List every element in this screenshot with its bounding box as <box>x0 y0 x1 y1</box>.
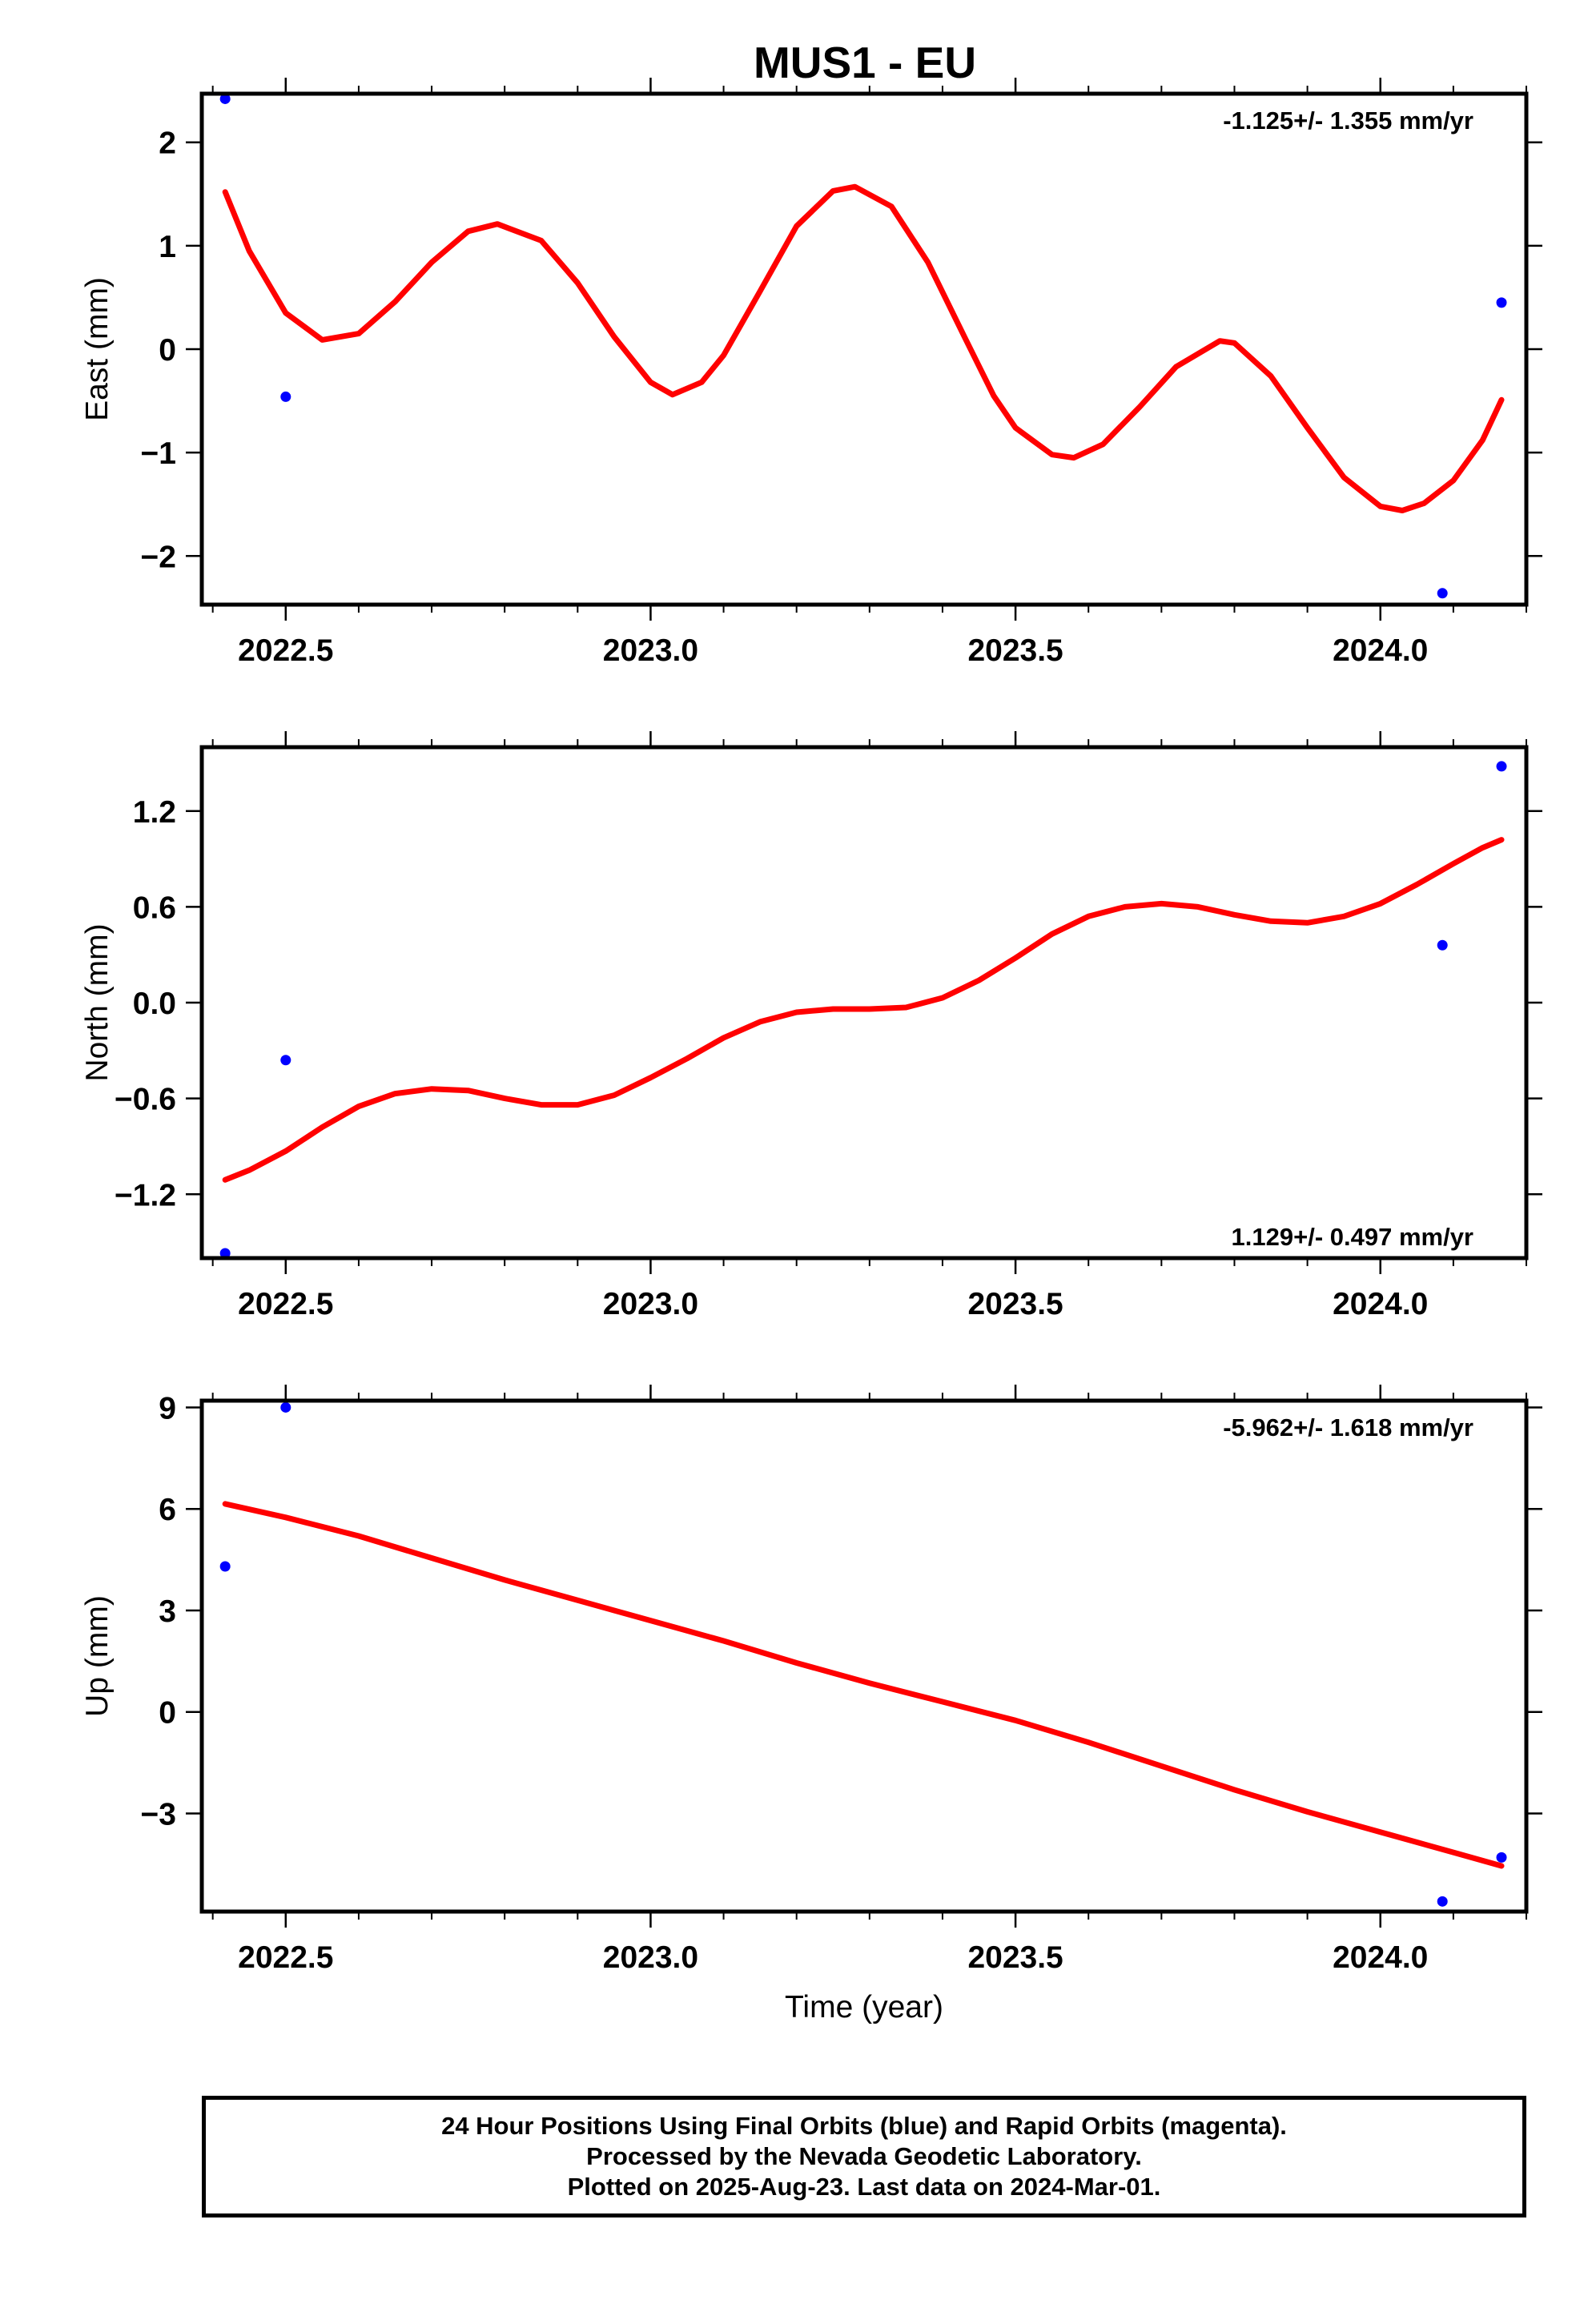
y-tick-label: 6 <box>159 1493 176 1527</box>
x-tick-label: 2024.0 <box>1333 633 1428 668</box>
x-tick-label: 2023.5 <box>967 633 1063 668</box>
y-tick-label: 1 <box>159 230 176 264</box>
fit-curve <box>222 1501 1505 1869</box>
footer-line-3: Plotted on 2025-Aug-23. Last data on 202… <box>567 2173 1161 2201</box>
y-tick-label: −1 <box>141 436 176 471</box>
y-tick-label: 2 <box>159 127 176 161</box>
y-axis-label: North (mm) <box>80 923 115 1081</box>
data-point <box>219 1561 231 1572</box>
data-point <box>280 391 291 402</box>
panel-up: 2022.5 2023.0 2023.5 2024.0 9 6 3 0 −3 Up (mm) Tim… <box>80 1385 1542 2024</box>
y-tick-label: 0.6 <box>133 891 176 925</box>
x-axis-label: Time (year) <box>785 1990 943 2024</box>
y-tick-label: 0 <box>159 1696 176 1731</box>
plot-frame <box>199 1398 1529 1914</box>
rate-label: 1.129+/- 0.497 mm/yr <box>1232 1223 1473 1251</box>
y-tick-label: 0 <box>159 333 176 368</box>
data-point <box>1496 1852 1507 1863</box>
data-point <box>1496 761 1507 772</box>
plot-frame <box>199 91 1529 607</box>
chart-title: MUS1 - EU <box>754 38 976 87</box>
y-tick-label: 1.2 <box>133 795 176 830</box>
rate-label: -5.962+/- 1.618 mm/yr <box>1223 1413 1473 1441</box>
footer-caption-box: 24 Hour Positions Using Final Orbits (bl… <box>202 2096 1526 2217</box>
x-tick-label: 2023.0 <box>603 633 698 668</box>
data-point <box>1437 588 1448 599</box>
x-tick-label: 2024.0 <box>1333 1287 1428 1321</box>
x-tick-label: 2024.0 <box>1333 1940 1428 1975</box>
data-point <box>280 1401 291 1413</box>
y-axis-label: East (mm) <box>80 277 115 421</box>
fit-curve <box>222 183 1505 513</box>
y-tick-label: −3 <box>141 1797 176 1831</box>
data-point <box>1496 297 1507 308</box>
rate-label: -1.125+/- 1.355 mm/yr <box>1223 107 1473 135</box>
y-axis-label: Up (mm) <box>80 1595 115 1717</box>
data-point <box>280 1055 291 1066</box>
x-tick-label: 2022.5 <box>238 1287 333 1321</box>
x-tick-label: 2022.5 <box>238 633 333 668</box>
footer-line-1: 24 Hour Positions Using Final Orbits (bl… <box>441 2112 1287 2140</box>
panel-east: 2022.5 2023.0 2023.5 2024.0 2 1 0 −1 −2 East (mm)… <box>80 78 1542 668</box>
y-tick-label: −1.2 <box>115 1178 176 1212</box>
plot-frame <box>199 745 1529 1261</box>
x-tick-label: 2022.5 <box>238 1940 333 1975</box>
x-tick-label: 2023.0 <box>603 1287 698 1321</box>
y-tick-label: −2 <box>141 540 176 574</box>
y-tick-label: 3 <box>159 1594 176 1629</box>
y-tick-label: 0.0 <box>133 987 176 1021</box>
panels-group: 2022.5 2023.0 2023.5 2024.0 2 1 0 −1 −2 East (mm)… <box>80 78 1542 2024</box>
data-point <box>1437 1896 1448 1907</box>
footer-line-2: Processed by the Nevada Geodetic Laborat… <box>586 2142 1142 2170</box>
x-tick-label: 2023.5 <box>967 1287 1063 1321</box>
data-point <box>219 1248 231 1259</box>
panel-north: 2022.5 2023.0 2023.5 2024.0 1.2 0.6 0.0 −0.6 −1.… <box>80 731 1542 1321</box>
x-tick-label: 2023.0 <box>603 1940 698 1975</box>
data-point <box>1437 939 1448 951</box>
y-tick-label: −0.6 <box>115 1083 176 1117</box>
x-tick-label: 2023.5 <box>967 1940 1063 1975</box>
data-point <box>219 93 231 104</box>
y-tick-label: 9 <box>159 1391 176 1425</box>
fit-curve <box>222 837 1505 1183</box>
